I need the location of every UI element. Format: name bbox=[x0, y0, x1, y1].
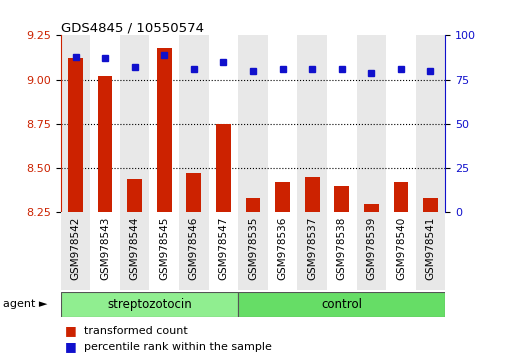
Bar bbox=[157, 48, 171, 212]
Text: GSM978540: GSM978540 bbox=[395, 216, 405, 280]
Text: GSM978546: GSM978546 bbox=[188, 216, 198, 280]
Bar bbox=[149, 212, 179, 290]
Text: GSM978536: GSM978536 bbox=[277, 216, 287, 280]
Bar bbox=[326, 212, 356, 290]
Text: streptozotocin: streptozotocin bbox=[107, 298, 191, 311]
Text: transformed count: transformed count bbox=[84, 326, 187, 336]
Bar bbox=[238, 35, 267, 212]
Text: GSM978547: GSM978547 bbox=[218, 216, 228, 280]
Text: GSM978535: GSM978535 bbox=[247, 216, 258, 280]
Bar bbox=[334, 186, 348, 212]
Bar bbox=[385, 35, 415, 212]
Text: control: control bbox=[321, 298, 362, 311]
Bar bbox=[415, 35, 444, 212]
Bar bbox=[68, 58, 83, 212]
Bar bbox=[363, 204, 378, 212]
Bar bbox=[61, 35, 90, 212]
Text: ■: ■ bbox=[65, 325, 76, 337]
Text: ■: ■ bbox=[65, 341, 76, 353]
Bar bbox=[275, 182, 289, 212]
Bar bbox=[267, 35, 297, 212]
Text: GSM978538: GSM978538 bbox=[336, 216, 346, 280]
Text: GSM978542: GSM978542 bbox=[70, 216, 80, 280]
Bar bbox=[422, 198, 437, 212]
Bar bbox=[149, 35, 179, 212]
Text: GSM978543: GSM978543 bbox=[100, 216, 110, 280]
Bar bbox=[297, 35, 326, 212]
Bar bbox=[186, 173, 201, 212]
Bar bbox=[385, 212, 415, 290]
Bar bbox=[208, 212, 238, 290]
Bar bbox=[120, 212, 149, 290]
Bar bbox=[245, 198, 260, 212]
Bar bbox=[393, 182, 408, 212]
Text: GSM978545: GSM978545 bbox=[159, 216, 169, 280]
Bar bbox=[356, 35, 385, 212]
Bar bbox=[208, 35, 238, 212]
Bar bbox=[179, 35, 208, 212]
Text: percentile rank within the sample: percentile rank within the sample bbox=[84, 342, 271, 352]
Bar bbox=[356, 212, 385, 290]
Bar bbox=[179, 212, 208, 290]
Bar bbox=[120, 35, 149, 212]
Bar bbox=[304, 177, 319, 212]
Bar bbox=[90, 35, 120, 212]
Bar bbox=[127, 179, 142, 212]
Bar bbox=[238, 212, 267, 290]
Bar bbox=[238, 292, 444, 317]
Bar bbox=[326, 35, 356, 212]
Bar bbox=[415, 212, 444, 290]
Text: GSM978537: GSM978537 bbox=[307, 216, 317, 280]
Bar bbox=[97, 76, 112, 212]
Bar bbox=[61, 292, 238, 317]
Bar bbox=[267, 212, 297, 290]
Bar bbox=[90, 212, 120, 290]
Bar bbox=[61, 212, 90, 290]
Text: GSM978544: GSM978544 bbox=[129, 216, 139, 280]
Text: agent ►: agent ► bbox=[3, 299, 47, 309]
Text: GSM978541: GSM978541 bbox=[425, 216, 435, 280]
Text: GDS4845 / 10550574: GDS4845 / 10550574 bbox=[61, 21, 204, 34]
Bar bbox=[297, 212, 326, 290]
Text: GSM978539: GSM978539 bbox=[366, 216, 376, 280]
Bar bbox=[216, 124, 230, 212]
